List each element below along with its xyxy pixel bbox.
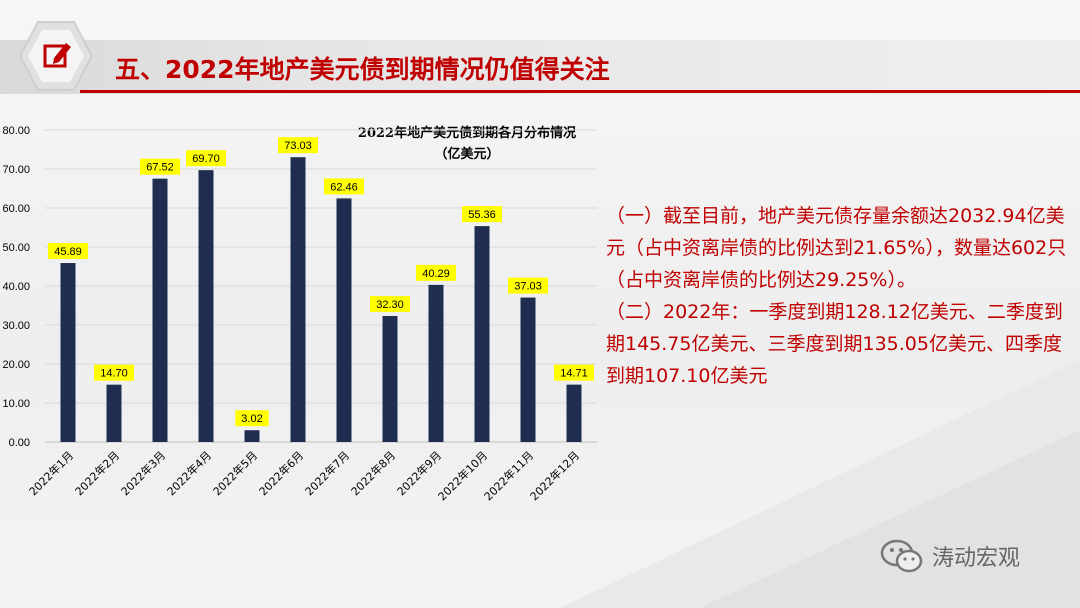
wechat-icon xyxy=(880,539,923,573)
data-label: 69.70 xyxy=(192,153,220,165)
data-label-background xyxy=(278,137,318,154)
data-label: 62.46 xyxy=(330,181,358,193)
x-tick-label: 2022年7月 xyxy=(302,448,352,498)
x-tick-label: 2022年9月 xyxy=(394,448,444,498)
bar xyxy=(290,157,306,443)
bar xyxy=(474,226,490,442)
data-label: 14.71 xyxy=(560,368,588,380)
description-paragraph-1: （一）截至目前，地产美元债存量余额达2032.94亿美元（占中资离岸债的比例达到… xyxy=(606,205,1067,291)
watermark: 涛动宏观 xyxy=(880,538,1020,574)
header-underline xyxy=(80,90,1080,93)
data-label: 32.30 xyxy=(376,299,404,311)
page-title: 五、2022年地产美元债到期情况仍值得关注 xyxy=(115,55,610,84)
data-label-background xyxy=(186,150,226,167)
x-tick-label: 2022年5月 xyxy=(210,448,260,498)
header-bar xyxy=(0,40,1080,94)
bar xyxy=(428,284,444,442)
data-label: 37.03 xyxy=(514,281,542,293)
y-tick-label: 50.00 xyxy=(2,242,30,254)
data-label-background xyxy=(140,158,180,175)
bar-chart: 2022年地产美元债到期各月分布情况 （亿美元） 0.00 10.00 20.00 3… xyxy=(2,125,597,503)
chart-subtitle: （亿美元） xyxy=(434,146,499,162)
x-tick-label: 2022年6月 xyxy=(256,448,306,498)
data-label-background xyxy=(48,243,88,260)
data-label: 45.89 xyxy=(54,246,82,258)
bar xyxy=(106,384,122,442)
data-label-background xyxy=(508,277,548,294)
x-tick-label: 2022年2月 xyxy=(72,448,122,498)
data-label-background xyxy=(416,264,456,281)
bar xyxy=(566,384,582,442)
data-label: 40.29 xyxy=(422,268,450,280)
data-label-background xyxy=(235,410,269,427)
data-label: 14.70 xyxy=(100,368,128,380)
bar xyxy=(336,198,352,442)
data-label-background xyxy=(324,178,364,195)
description-text: （一）截至目前，地产美元债存量余额达2032.94亿美元（占中资离岸债的比例达到… xyxy=(606,200,1076,392)
data-label-background xyxy=(370,296,410,313)
data-label: 67.52 xyxy=(146,162,174,174)
data-label: 3.02 xyxy=(241,413,262,425)
bar xyxy=(198,170,214,443)
edit-icon xyxy=(43,43,71,68)
y-tick-label: 70.00 xyxy=(2,164,30,176)
data-label-background xyxy=(554,364,594,381)
x-tick-label: 2022年3月 xyxy=(118,448,168,498)
y-tick-label: 60.00 xyxy=(2,203,30,215)
y-tick-label: 80.00 xyxy=(2,125,30,137)
y-tick-label: 0.00 xyxy=(9,437,30,449)
data-label-background xyxy=(94,364,134,381)
bar xyxy=(152,178,168,442)
y-tick-label: 10.00 xyxy=(2,398,30,410)
x-tick-label: 2022年8月 xyxy=(348,448,398,498)
data-label-background xyxy=(462,206,502,223)
data-label: 55.36 xyxy=(468,209,496,221)
header-hexagon xyxy=(18,21,94,91)
bar xyxy=(244,430,260,442)
description-paragraph-2: （二）2022年：一季度到期128.12亿美元、二季度到期145.75亿美元、三… xyxy=(606,301,1063,387)
bar xyxy=(60,263,76,442)
x-tick-label: 2022年12月 xyxy=(527,448,582,503)
x-tick-label: 2022年1月 xyxy=(26,448,76,498)
chart-title: 2022年地产美元债到期各月分布情况 xyxy=(358,125,576,141)
x-tick-label: 2022年4月 xyxy=(164,448,214,498)
watermark-text: 涛动宏观 xyxy=(932,546,1021,571)
bar xyxy=(520,297,536,442)
y-tick-label: 20.00 xyxy=(2,359,30,371)
y-tick-label: 30.00 xyxy=(2,320,30,332)
bar xyxy=(382,316,398,442)
y-tick-label: 40.00 xyxy=(2,281,30,293)
data-label: 73.03 xyxy=(284,140,312,152)
